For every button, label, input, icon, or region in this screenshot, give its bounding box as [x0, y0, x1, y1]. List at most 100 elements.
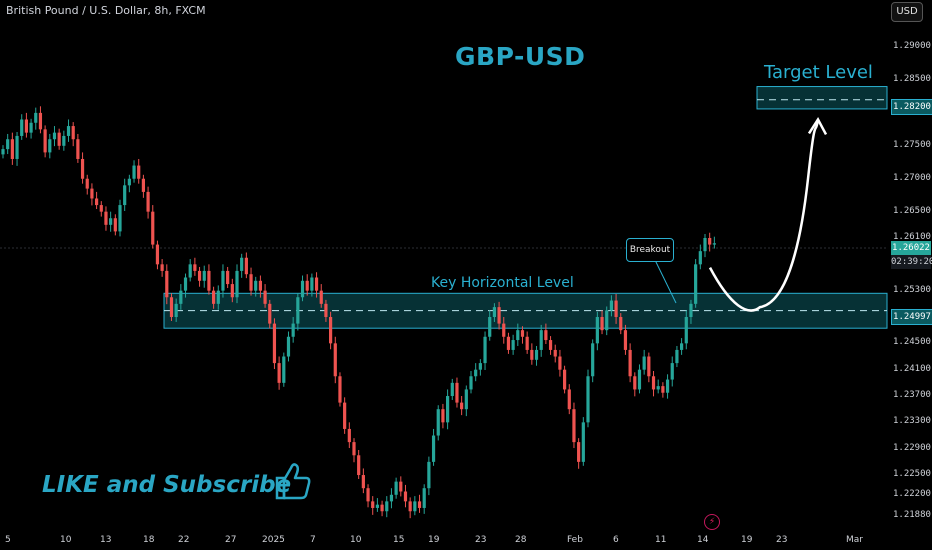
lightning-icon[interactable]: ⚡	[704, 514, 720, 530]
price-tick-label: 1.22900	[893, 442, 931, 453]
candles-group	[1, 106, 716, 519]
date-tick-label: 14	[697, 535, 709, 545]
candle-body	[413, 501, 417, 512]
currency-button[interactable]: USD	[891, 2, 923, 22]
candle-body	[525, 336, 529, 350]
countdown-tag: 02:39:20	[891, 255, 932, 269]
candle-body	[132, 165, 136, 179]
candle-body	[403, 491, 408, 502]
date-tick-label: 10	[350, 535, 362, 545]
candle-body	[539, 330, 543, 350]
candle-body	[656, 386, 660, 390]
candle-body	[310, 277, 314, 291]
candle-body	[488, 317, 492, 337]
date-tick-label: 10	[60, 535, 72, 545]
candle-body	[272, 323, 277, 364]
candle-body	[174, 303, 178, 318]
candle-body	[708, 237, 712, 245]
candle-body	[600, 317, 604, 331]
candle-body	[352, 442, 356, 456]
date-tick-label: 28	[515, 535, 527, 545]
candle-body	[183, 277, 188, 291]
candle-body	[642, 356, 646, 370]
candle-body	[221, 270, 225, 291]
date-tick-label: 27	[225, 535, 237, 545]
candle-body	[558, 356, 562, 370]
candle-body	[689, 303, 693, 318]
candle-body	[647, 356, 651, 377]
candle-body	[511, 340, 515, 350]
candle-body	[422, 488, 426, 508]
projection-arrow	[708, 119, 820, 312]
breakout-callout: Breakout	[626, 238, 674, 262]
candle-body	[291, 323, 295, 337]
candle-body	[389, 494, 394, 502]
price-tick-label: 1.22200	[893, 488, 931, 499]
candle-body	[460, 402, 464, 410]
candle-body	[586, 376, 590, 423]
price-tick-label: 1.28500	[893, 73, 931, 84]
current-price-tag: 1.26022	[891, 241, 931, 255]
candle-body	[160, 264, 164, 271]
like-subscribe-text: LIKE and Subscribe	[42, 472, 292, 498]
candle-body	[366, 488, 370, 502]
candle-body	[20, 119, 24, 136]
candle-body	[698, 251, 702, 265]
price-tick-label: 1.21880	[893, 509, 931, 520]
candle-body	[502, 323, 506, 337]
breakout-pointer	[654, 259, 677, 304]
candle-body	[581, 422, 585, 462]
candle-body	[520, 330, 525, 337]
candle-body	[268, 303, 272, 324]
candle-body	[207, 270, 211, 291]
candle-body	[436, 409, 440, 436]
candle-body	[712, 243, 716, 245]
candle-body	[249, 274, 253, 291]
candle-body	[651, 376, 656, 390]
candle-body	[104, 211, 108, 225]
candle-body	[623, 330, 628, 350]
candle-body	[670, 363, 674, 380]
candle-body	[80, 158, 85, 179]
candle-body	[48, 139, 52, 153]
candle-body	[179, 290, 183, 304]
candle-body	[516, 330, 520, 341]
candle-body	[628, 349, 632, 377]
candle-body	[450, 382, 454, 397]
price-tick-label: 1.24500	[893, 337, 931, 348]
candle-body	[216, 290, 220, 304]
candle-body	[338, 376, 342, 403]
date-tick-label: 15	[393, 535, 405, 545]
candle-body	[62, 135, 66, 146]
candle-body	[497, 307, 501, 324]
thumbs-up-icon	[275, 463, 311, 500]
candle-body	[548, 340, 553, 350]
date-tick-label: 19	[741, 535, 753, 545]
candle-body	[15, 135, 19, 159]
target-level-label: Target Level	[764, 62, 873, 83]
date-tick-label: 22	[178, 535, 190, 545]
candle-body	[534, 349, 539, 360]
candle-body	[123, 185, 127, 206]
candle-body	[609, 300, 613, 311]
candle-body	[492, 307, 496, 318]
candle-body	[6, 139, 10, 150]
candle-body	[71, 126, 75, 140]
candle-body	[95, 198, 99, 206]
candle-body	[197, 270, 202, 281]
candle-body	[43, 129, 47, 153]
candle-body	[85, 178, 89, 189]
candle-body	[680, 343, 684, 350]
candle-body	[76, 139, 80, 159]
candle-body	[127, 178, 131, 186]
candle-body	[230, 284, 234, 298]
candle-body	[296, 297, 300, 324]
candle-body	[146, 191, 150, 212]
date-tick-label: 6	[613, 535, 619, 545]
candle-body	[478, 363, 482, 370]
date-tick-label: 11	[655, 535, 667, 545]
price-tick-label: 1.23300	[893, 416, 931, 427]
candle-body	[394, 481, 398, 495]
candle-body	[483, 336, 487, 364]
